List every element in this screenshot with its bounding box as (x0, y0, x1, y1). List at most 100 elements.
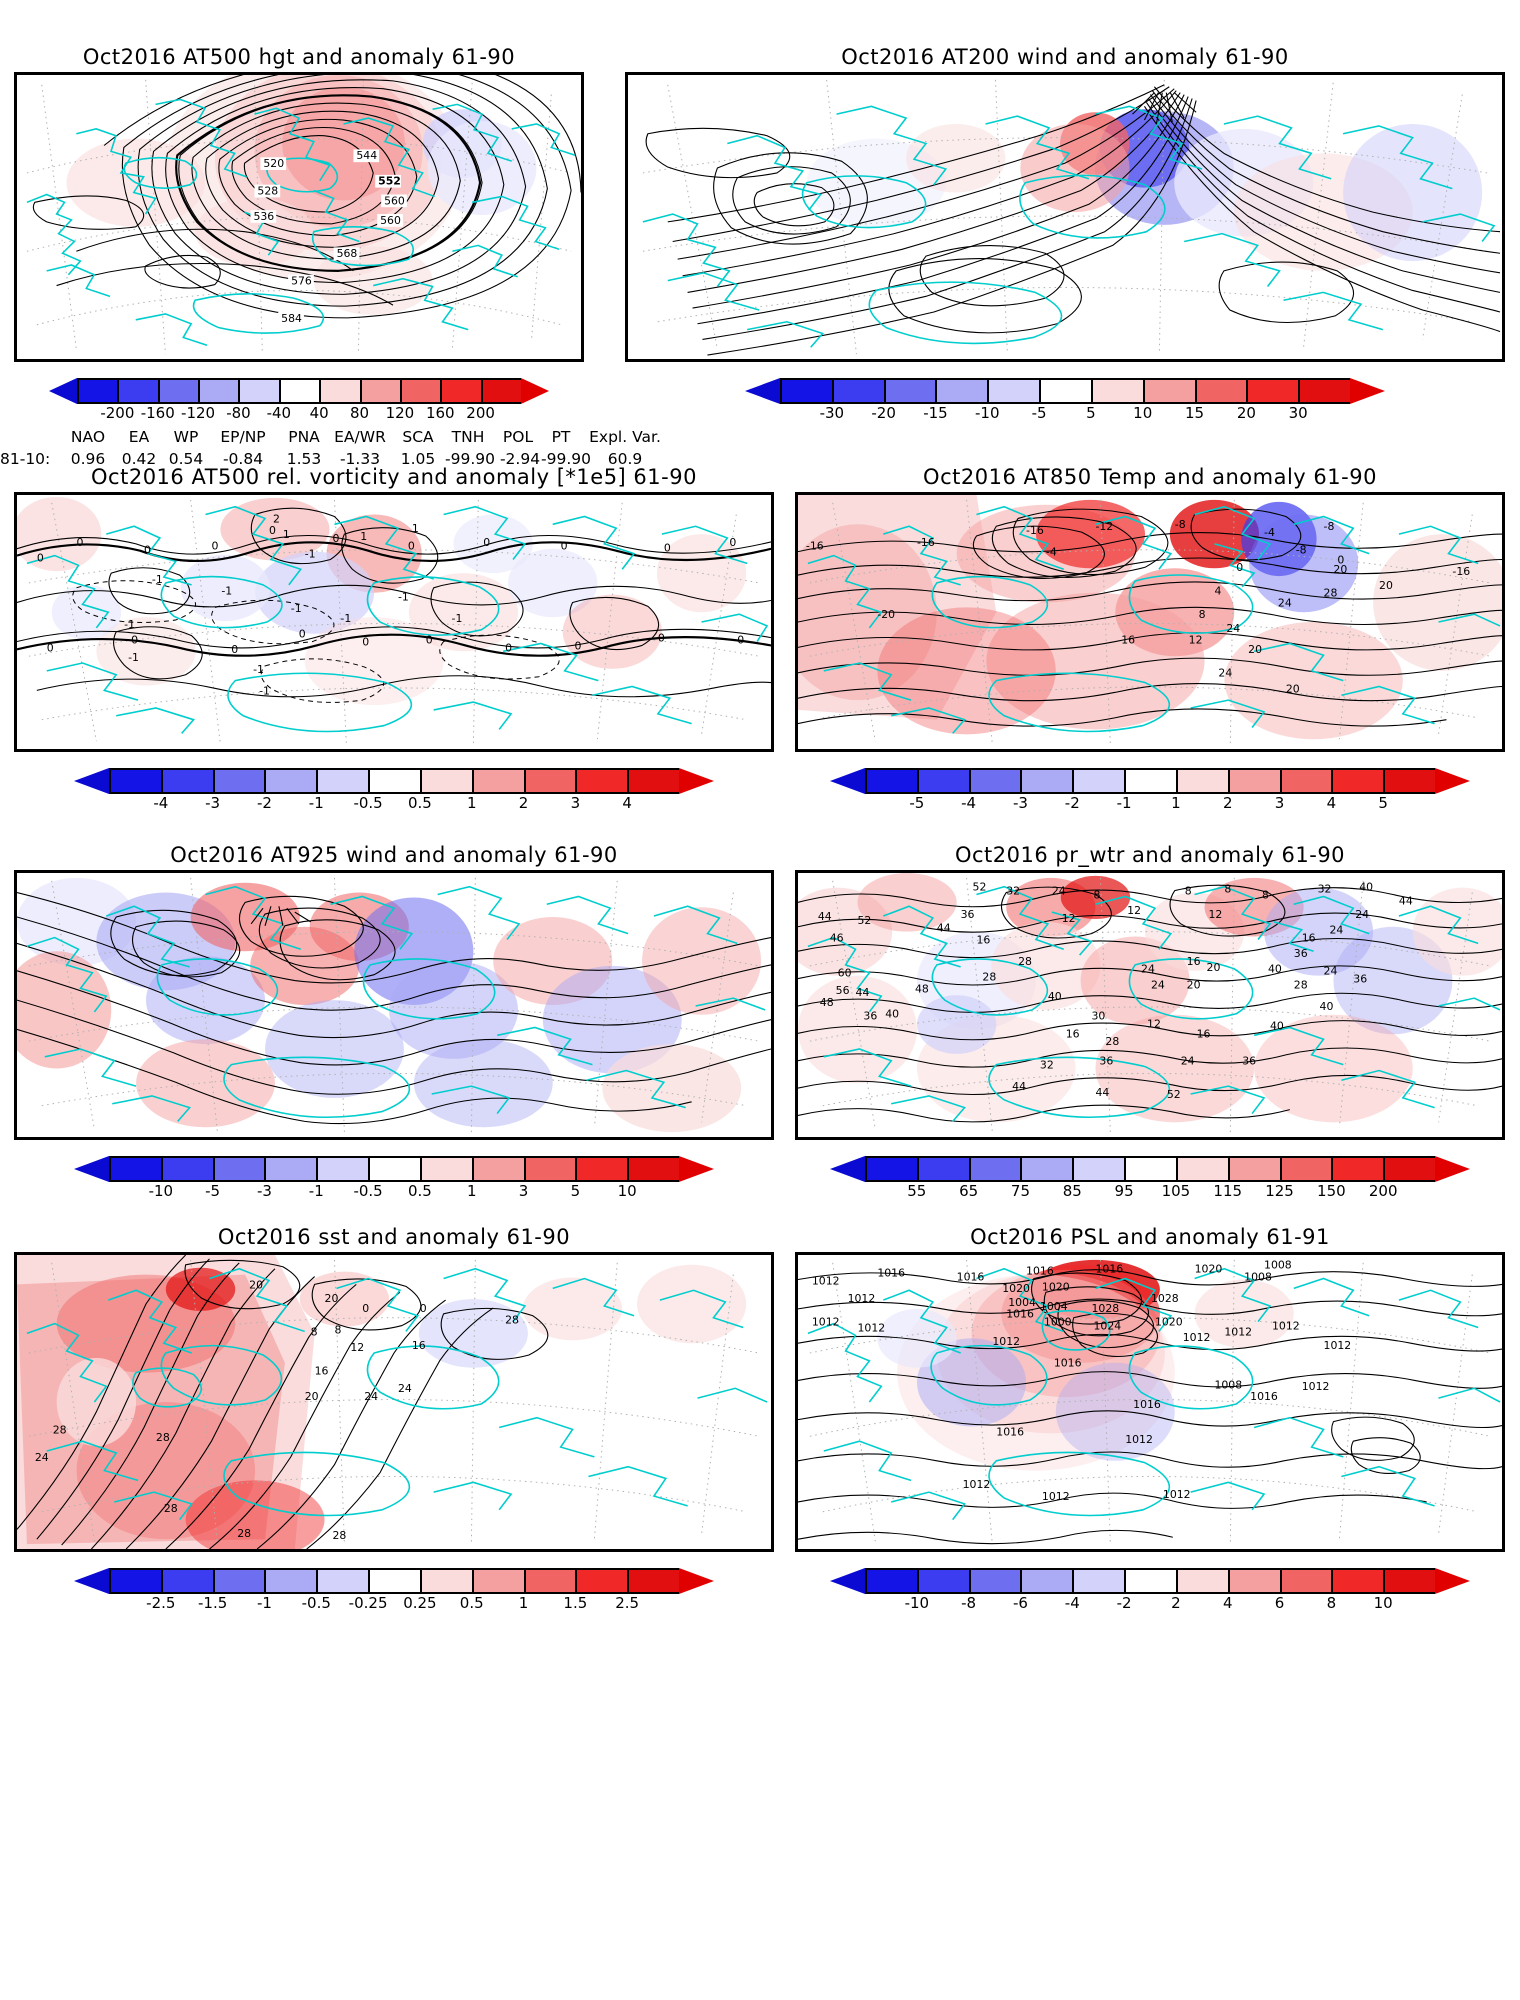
tc-name: PT (551, 428, 571, 446)
teleconnection-values-row: 81-10: 0.96 0.42 0.54 -0.84 1.53 -1.33 1… (0, 450, 642, 472)
svg-text:520: 520 (263, 157, 284, 170)
svg-text:1016: 1016 (1054, 1357, 1082, 1370)
svg-text:0: 0 (575, 639, 582, 652)
svg-text:0: 0 (483, 536, 490, 549)
svg-text:24: 24 (398, 1382, 412, 1395)
map-pr-wtr: 32 52 24 8 8 8 8 32 40 44 12 12 36 44 44 46 52 60… (795, 870, 1505, 1140)
cb-tick: -2 (1116, 1594, 1132, 1612)
svg-text:44: 44 (1012, 1080, 1026, 1093)
svg-text:44: 44 (1399, 894, 1413, 907)
svg-text:40: 40 (1270, 1020, 1284, 1033)
cb-tick: -10 (975, 404, 1000, 422)
svg-text:28: 28 (156, 1431, 170, 1444)
svg-text:552: 552 (378, 175, 401, 188)
svg-text:-8: -8 (1296, 544, 1307, 557)
cb-tick: 200 (1368, 1182, 1398, 1200)
colorbar-extend-high-icon (678, 768, 714, 794)
svg-text:560: 560 (380, 214, 401, 227)
svg-text:1: 1 (360, 530, 367, 543)
svg-text:44: 44 (1095, 1086, 1109, 1099)
panel-psl: Oct2016 PSL and anomaly 61-91 (795, 1222, 1505, 1616)
svg-text:0: 0 (1337, 553, 1344, 566)
svg-text:44: 44 (937, 922, 951, 935)
colorbar-pr-wtr: 55 65 75 85 95 105 115 125 150 200 (830, 1156, 1470, 1204)
cb-tick: 6 (1274, 1594, 1285, 1612)
svg-text:40: 40 (1268, 963, 1282, 976)
tc-name: WP (173, 428, 199, 446)
svg-text:20: 20 (1286, 682, 1300, 695)
svg-text:24: 24 (1151, 978, 1165, 991)
cb-tick: 10 (1133, 404, 1153, 422)
panel-sst: Oct2016 sst and anomaly 61-90 (14, 1222, 774, 1616)
svg-text:-20: -20 (877, 608, 895, 621)
svg-text:36: 36 (961, 908, 975, 921)
cb-tick: -2.5 (146, 1594, 176, 1612)
colorbar-strip-pr-wtr (830, 1156, 1470, 1182)
svg-text:1012: 1012 (857, 1321, 885, 1334)
svg-text:0: 0 (37, 552, 44, 565)
svg-text:24: 24 (1355, 908, 1369, 921)
cb-tick: -30 (819, 404, 845, 422)
svg-text:0: 0 (77, 536, 84, 549)
svg-text:24: 24 (1324, 965, 1338, 978)
svg-text:528: 528 (257, 185, 278, 198)
tc-value: 1.05 (400, 450, 436, 468)
cb-tick: 0.5 (407, 794, 432, 812)
map-at500-hgt: 520 528 536 544 552 560 560 568 576 584 (14, 72, 584, 362)
svg-text:1016: 1016 (996, 1425, 1024, 1438)
cb-tick: 5 (1378, 794, 1388, 812)
svg-text:1012: 1012 (1183, 1331, 1211, 1344)
svg-text:1012: 1012 (1302, 1380, 1330, 1393)
svg-text:36: 36 (1099, 1055, 1113, 1068)
cb-tick: 2 (518, 794, 529, 812)
colorbar-at850-temp: -5 -4 -3 -2 -1 1 2 3 4 5 (830, 768, 1470, 816)
colorbar-sst: -2.5 -1.5 -1 -0.5 -0.25 0.25 0.5 1 1.5 2… (74, 1568, 714, 1616)
svg-text:16: 16 (412, 1339, 426, 1352)
svg-text:28: 28 (1324, 587, 1338, 600)
svg-text:24: 24 (364, 1390, 378, 1403)
svg-text:40: 40 (885, 1008, 899, 1021)
cb-tick: -80 (226, 404, 251, 422)
cb-tick: 2 (1222, 794, 1233, 812)
cb-tick: 1.5 (563, 1594, 588, 1612)
svg-text:32: 32 (1006, 885, 1020, 898)
svg-text:0: 0 (737, 634, 744, 647)
cb-tick: -6 (1012, 1594, 1028, 1612)
svg-text:1012: 1012 (1163, 1488, 1191, 1501)
colorbar-extend-high-icon (678, 1568, 714, 1594)
svg-text:0: 0 (362, 1302, 369, 1315)
svg-text:1012: 1012 (1224, 1325, 1252, 1338)
svg-text:1012: 1012 (1125, 1433, 1153, 1446)
cb-tick: -0.5 (353, 1182, 383, 1200)
panel-at850-temp: Oct2016 AT850 Temp and anomaly 61-90 (795, 462, 1505, 816)
tc-name: EA/WR (334, 428, 386, 446)
svg-text:-1: -1 (452, 612, 463, 625)
cb-tick: -2 (256, 794, 272, 812)
cb-tick: -200 (100, 404, 135, 422)
svg-text:1004: 1004 (1040, 1300, 1068, 1313)
svg-text:28: 28 (164, 1502, 178, 1515)
svg-text:1016: 1016 (1006, 1308, 1034, 1321)
svg-text:1: 1 (283, 528, 290, 541)
panel-title-at500-hgt: Oct2016 AT500 hgt and anomaly 61-90 (82, 45, 516, 69)
svg-text:536: 536 (253, 210, 274, 223)
svg-text:8: 8 (1093, 888, 1100, 901)
svg-text:1020: 1020 (1155, 1316, 1183, 1329)
map-canvas-at850-temp: -16 -16 -16 -16 -12 -8 -4 -8 0 0 48 12 16 20 2… (798, 495, 1502, 749)
svg-text:1012: 1012 (1324, 1339, 1352, 1352)
panel-pr-wtr: Oct2016 pr_wtr and anomaly 61-90 (795, 840, 1505, 1204)
panel-at200-wind: Oct2016 AT200 wind and anomaly 61-90 (625, 42, 1505, 426)
cb-tick: 1 (466, 794, 477, 812)
cb-tick: 5 (570, 1182, 581, 1200)
svg-text:12: 12 (1062, 912, 1076, 925)
svg-text:40: 40 (1320, 1000, 1334, 1013)
svg-text:0: 0 (269, 524, 276, 537)
colorbar-extend-low-icon (830, 1156, 865, 1182)
colorbar-at925-wind: -10 -5 -3 -1 -0.5 0.5 1 3 5 10 (74, 1156, 714, 1204)
tc-name: NAO (70, 428, 106, 446)
svg-text:16: 16 (976, 933, 990, 946)
svg-text:0: 0 (408, 540, 415, 553)
tc-value: 1.53 (286, 450, 322, 468)
svg-text:1012: 1012 (1272, 1320, 1300, 1333)
